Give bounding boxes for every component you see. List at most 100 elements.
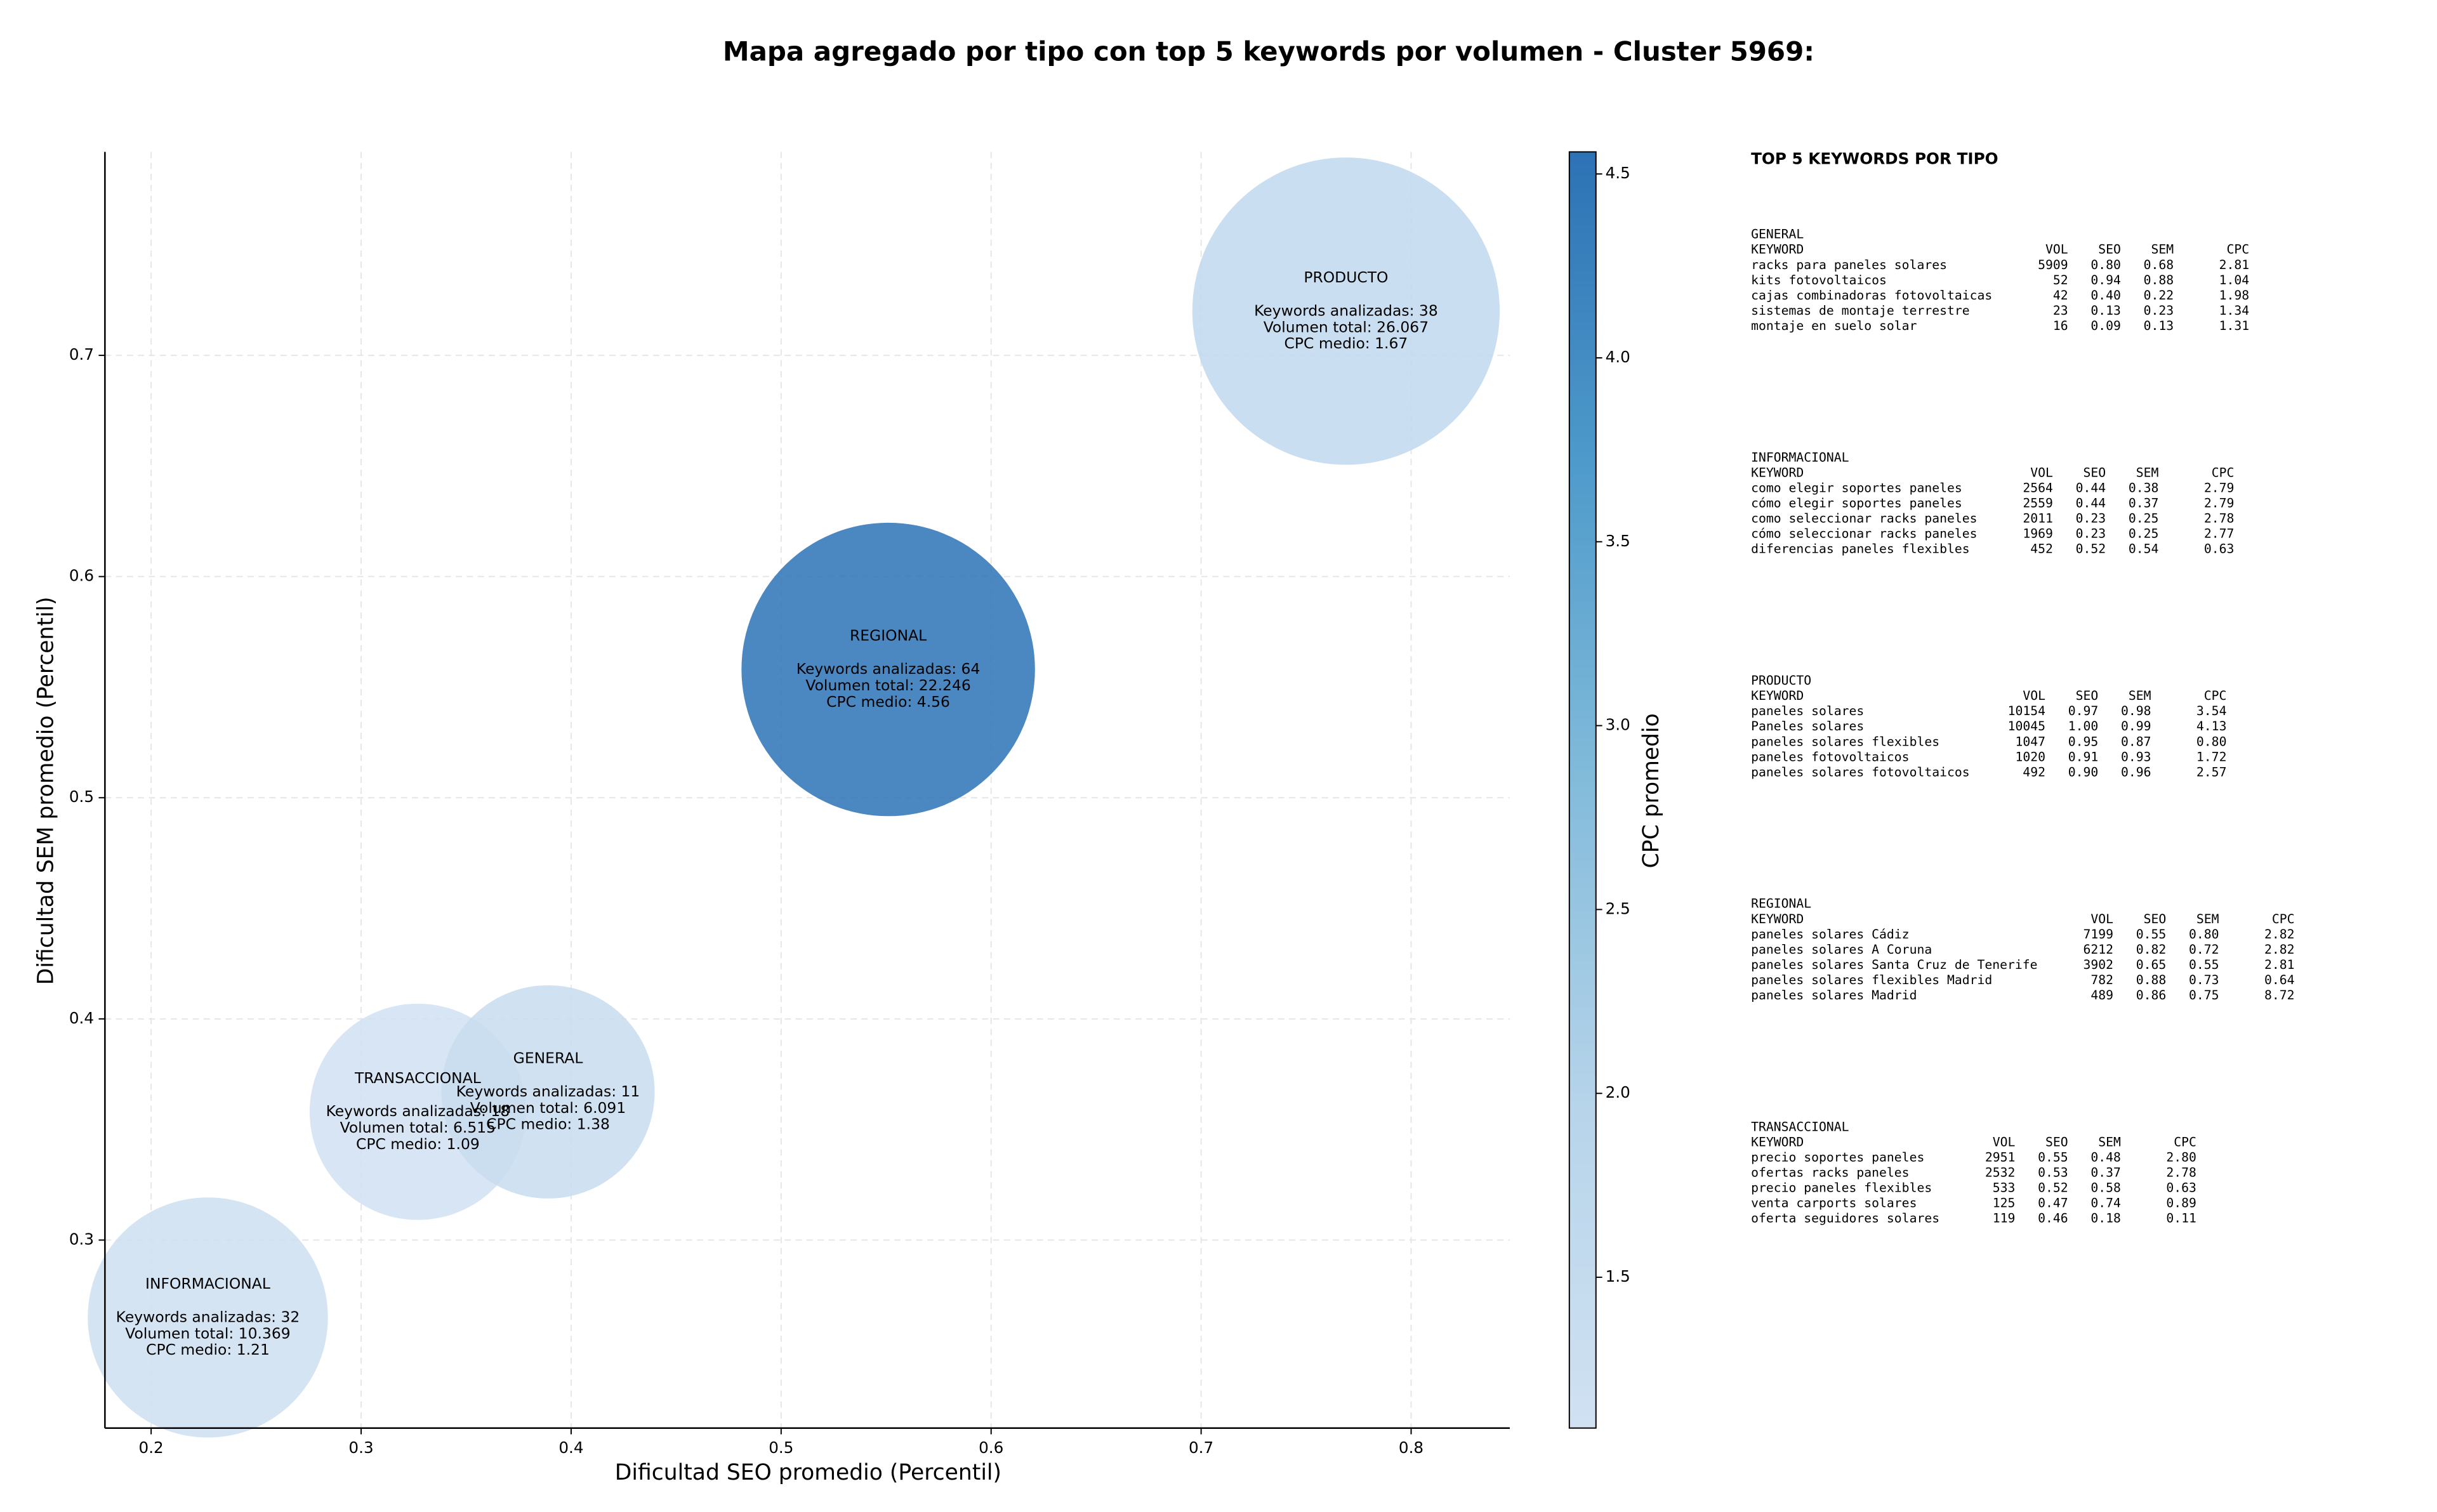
x-tick-label: 0.4 bbox=[558, 1438, 583, 1457]
table-cell: 0.09 bbox=[2090, 319, 2121, 333]
colorbar-tick-label: 4.5 bbox=[1606, 164, 1630, 182]
table-cell: 8.72 bbox=[2264, 988, 2295, 1003]
column-header: SEO bbox=[2098, 242, 2121, 257]
colorbar bbox=[1568, 151, 1597, 1429]
table-cell: 2011 bbox=[2023, 511, 2053, 526]
bubble-info: Volumen total: 26.067 bbox=[1264, 318, 1429, 336]
table-cell: 492 bbox=[2023, 765, 2045, 779]
bubble-info: CPC medio: 4.56 bbox=[826, 692, 950, 710]
table-cell: 0.80 bbox=[2189, 927, 2219, 942]
table-cell: 0.94 bbox=[2090, 273, 2121, 287]
x-tick-label: 0.2 bbox=[139, 1438, 164, 1457]
table-cell: 0.86 bbox=[2136, 988, 2167, 1003]
info-value: 26.067 bbox=[1377, 318, 1429, 336]
bubble-info: Keywords analizadas: 38 bbox=[1254, 301, 1438, 319]
column-header: SEO bbox=[2076, 688, 2099, 703]
table-cell: 0.65 bbox=[2136, 957, 2167, 972]
table-cell: 489 bbox=[2090, 988, 2113, 1003]
colorbar-tick-label: 3.5 bbox=[1606, 532, 1630, 550]
column-header: SEO bbox=[2144, 912, 2167, 926]
table-cell: precio soportes paneles bbox=[1751, 1150, 1924, 1165]
info-value: 18 bbox=[491, 1102, 510, 1120]
table-cell: 0.80 bbox=[2090, 258, 2121, 272]
bubble-name: PRODUCTO bbox=[1304, 268, 1388, 286]
table-cell: paneles solares bbox=[1751, 704, 1864, 718]
table-cell: 0.80 bbox=[2196, 734, 2227, 749]
table-cell: 10045 bbox=[2008, 719, 2045, 733]
info-value: 22.246 bbox=[919, 676, 971, 694]
table-cell: como elegir soportes paneles bbox=[1751, 480, 1962, 495]
table-cell: paneles solares Cádiz bbox=[1751, 927, 1910, 942]
table-cell: 2.78 bbox=[2204, 511, 2235, 526]
column-header: SEO bbox=[2083, 465, 2106, 480]
table-cell: 0.55 bbox=[2038, 1150, 2068, 1165]
column-header: VOL bbox=[2045, 242, 2068, 257]
column-header: CPC bbox=[2212, 465, 2235, 480]
info-label: Keywords analizadas: bbox=[326, 1102, 486, 1120]
table-cell: 0.13 bbox=[2144, 319, 2174, 333]
x-tick-label: 0.3 bbox=[348, 1438, 373, 1457]
table-cell: 2.79 bbox=[2204, 496, 2235, 511]
table-cell: racks para paneles solares bbox=[1751, 258, 1947, 272]
table-cell: 0.38 bbox=[2129, 480, 2159, 495]
table-cell: 1.72 bbox=[2196, 749, 2227, 764]
table-cell: 0.13 bbox=[2090, 303, 2121, 318]
table-cell: 1047 bbox=[2015, 734, 2045, 749]
table-cell: 0.53 bbox=[2038, 1166, 2068, 1180]
table-cell: 1.34 bbox=[2219, 303, 2250, 318]
table-cell: 0.25 bbox=[2129, 527, 2159, 541]
table-cell: 2.82 bbox=[2264, 942, 2295, 957]
bubble-info: Volumen total: 6.515 bbox=[340, 1119, 496, 1136]
column-header: SEM bbox=[2098, 1134, 2121, 1149]
y-tick-label: 0.4 bbox=[69, 1009, 94, 1027]
colorbar-tick-label: 2.5 bbox=[1606, 899, 1630, 917]
section-name: REGIONAL bbox=[1751, 897, 1811, 911]
table-cell: Paneles solares bbox=[1751, 719, 1864, 733]
chart-title: Mapa agregado por tipo con top 5 keyword… bbox=[723, 36, 1814, 67]
table-cell: 2951 bbox=[1985, 1150, 2016, 1165]
table-cell: 0.99 bbox=[2121, 719, 2151, 733]
table-cell: 0.98 bbox=[2121, 704, 2151, 718]
bubble-info: Volumen total: 10.369 bbox=[125, 1324, 290, 1342]
column-header: VOL bbox=[1993, 1134, 2016, 1149]
table-cell: paneles solares fotovoltaicos bbox=[1751, 765, 1970, 779]
info-value: 6.515 bbox=[453, 1119, 496, 1136]
info-label: CPC medio: bbox=[356, 1135, 442, 1153]
table-cell: 0.90 bbox=[2068, 765, 2099, 779]
table-cell: 0.40 bbox=[2090, 288, 2121, 303]
table-cell: 52 bbox=[2053, 273, 2068, 287]
x-tick-label: 0.7 bbox=[1189, 1438, 1213, 1457]
table-cell: 0.44 bbox=[2076, 496, 2106, 511]
y-tick-label: 0.6 bbox=[69, 567, 94, 585]
table-cell: venta carports solares bbox=[1751, 1196, 1917, 1211]
table-cell: 0.25 bbox=[2129, 511, 2159, 526]
table-cell: 0.68 bbox=[2144, 258, 2174, 272]
table-cell: 0.63 bbox=[2166, 1181, 2196, 1195]
bubble bbox=[88, 1197, 328, 1438]
column-header: KEYWORD bbox=[1751, 1134, 1804, 1149]
y-tick-label: 0.5 bbox=[69, 787, 94, 806]
column-header: KEYWORD bbox=[1751, 465, 1804, 480]
table-cell: 0.11 bbox=[2166, 1211, 2196, 1226]
info-label: Volumen total: bbox=[125, 1324, 234, 1342]
section-name: TRANSACCIONAL bbox=[1751, 1119, 1849, 1134]
column-header: SEO bbox=[2045, 1134, 2068, 1149]
table-cell: 0.88 bbox=[2136, 973, 2167, 987]
bubble-info: CPC medio: 1.09 bbox=[356, 1135, 480, 1153]
table-cell: 0.63 bbox=[2204, 542, 2235, 556]
info-label: Keywords analizadas: bbox=[796, 660, 956, 678]
table-cell: ofertas racks paneles bbox=[1751, 1166, 1910, 1180]
bubble-info: Volumen total: 6.091 bbox=[470, 1098, 626, 1116]
y-axis-label: Dificultad SEM promedio (Percentil) bbox=[34, 596, 59, 985]
column-header: SEM bbox=[2151, 242, 2174, 257]
colorbar-tick-label: 2.0 bbox=[1606, 1083, 1630, 1101]
colorbar-tick-label: 1.5 bbox=[1606, 1267, 1630, 1285]
bubble-info: CPC medio: 1.38 bbox=[486, 1115, 610, 1133]
section-name: INFORMACIONAL bbox=[1751, 450, 1849, 464]
info-value: 10.369 bbox=[239, 1324, 291, 1342]
column-header: VOL bbox=[2023, 688, 2045, 703]
table-cell: 0.37 bbox=[2129, 496, 2159, 511]
bubble-name: INFORMACIONAL bbox=[145, 1275, 270, 1292]
y-tick-label: 0.3 bbox=[69, 1230, 94, 1248]
